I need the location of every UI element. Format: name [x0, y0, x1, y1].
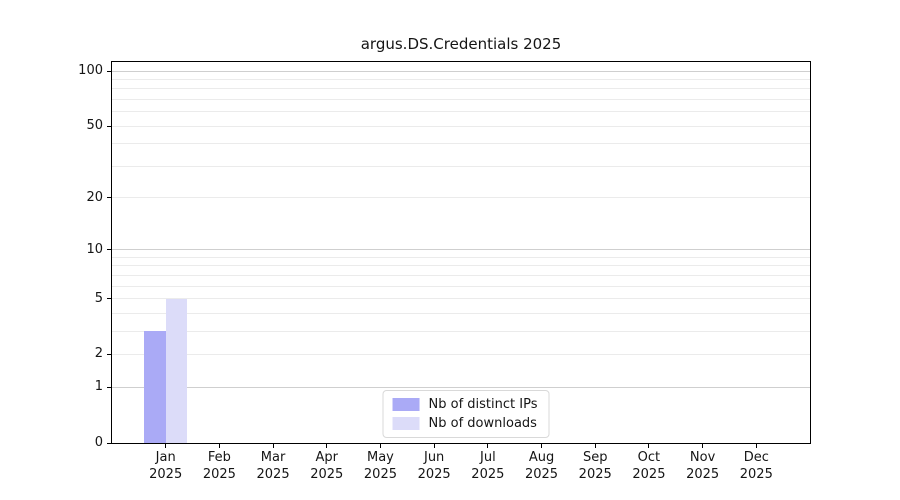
x-tick-year: 2025	[256, 466, 290, 482]
x-tick-label-jul: Jul 2025	[448, 450, 528, 483]
x-tick-month: Apr	[315, 450, 339, 465]
x-tick-month: May	[367, 450, 394, 465]
minor-gridline	[112, 256, 810, 258]
y-tick-label: 50	[86, 118, 103, 134]
x-tick-year: 2025	[632, 466, 666, 482]
minor-gridline	[112, 125, 810, 127]
x-tick-label-may: May 2025	[340, 450, 420, 483]
minor-gridline	[112, 353, 810, 355]
x-tick-mark	[326, 444, 328, 448]
x-tick-mark	[272, 444, 274, 448]
minor-gridline	[112, 165, 810, 167]
major-gridline	[112, 249, 810, 251]
minor-gridline	[112, 265, 810, 267]
x-tick-label-aug: Aug 2025	[502, 450, 582, 483]
x-tick-month: Feb	[207, 450, 231, 465]
x-tick-month: Jul	[480, 450, 496, 465]
y-tick-mark	[107, 442, 111, 444]
x-tick-year: 2025	[739, 466, 773, 482]
plot-area	[111, 61, 811, 444]
x-tick-label-feb: Feb 2025	[179, 450, 259, 483]
y-tick-mark	[107, 386, 111, 388]
minor-gridline	[112, 298, 810, 300]
y-tick-mark	[107, 197, 111, 199]
x-tick-label-sep: Sep 2025	[555, 450, 635, 483]
x-tick-year: 2025	[363, 466, 397, 482]
x-tick-year: 2025	[686, 466, 720, 482]
x-tick-month: Mar	[260, 450, 286, 465]
y-tick-label: 5	[94, 290, 103, 306]
x-tick-month: Nov	[689, 450, 716, 465]
bar-nb-of-downloads	[165, 298, 188, 443]
x-tick-mark	[218, 444, 220, 448]
y-tick-label: 100	[78, 63, 103, 79]
x-tick-month: Dec	[743, 450, 769, 465]
y-tick-mark	[107, 70, 111, 72]
legend-item-downloads: Nb of downloads	[392, 416, 538, 431]
x-tick-mark	[433, 444, 435, 448]
legend-item-distinct-ips: Nb of distinct IPs	[392, 397, 538, 412]
minor-gridline	[112, 312, 810, 314]
x-tick-label-jun: Jun 2025	[394, 450, 474, 483]
y-tick-mark	[107, 353, 111, 355]
x-tick-label-nov: Nov 2025	[663, 450, 743, 483]
minor-gridline	[112, 98, 810, 100]
x-tick-mark	[594, 444, 596, 448]
x-tick-mark	[379, 444, 381, 448]
x-tick-month: Jun	[423, 450, 445, 465]
major-gridline	[112, 386, 810, 388]
x-tick-mark	[702, 444, 704, 448]
y-tick-label: 20	[86, 189, 103, 205]
minor-gridline	[112, 143, 810, 145]
x-tick-mark	[165, 444, 167, 448]
minor-gridline	[112, 285, 810, 287]
legend-swatch-downloads	[392, 417, 420, 430]
x-tick-mark	[755, 444, 757, 448]
legend-label-distinct-ips: Nb of distinct IPs	[428, 397, 538, 412]
y-tick-label: 0	[94, 435, 103, 450]
x-tick-mark	[487, 444, 489, 448]
y-tick-label: 10	[86, 241, 103, 257]
x-tick-month: Sep	[582, 450, 608, 465]
legend: Nb of distinct IPs Nb of downloads	[382, 390, 550, 438]
major-gridline	[112, 70, 810, 72]
x-tick-label-jan: Jan 2025	[126, 450, 206, 483]
x-tick-month: Aug	[528, 450, 555, 465]
x-tick-mark	[541, 444, 543, 448]
chart-title: argus.DS.Credentials 2025	[360, 35, 562, 53]
x-tick-year: 2025	[471, 466, 505, 482]
x-tick-year: 2025	[202, 466, 236, 482]
x-tick-year: 2025	[578, 466, 612, 482]
x-tick-label-mar: Mar 2025	[233, 450, 313, 483]
y-tick-label: 2	[94, 346, 103, 362]
x-tick-year: 2025	[310, 466, 344, 482]
y-tick-mark	[107, 125, 111, 127]
y-tick-mark	[107, 298, 111, 300]
minor-gridline	[112, 274, 810, 276]
x-tick-label-oct: Oct 2025	[609, 450, 689, 483]
x-tick-year: 2025	[524, 466, 559, 482]
minor-gridline	[112, 78, 810, 80]
legend-label-downloads: Nb of downloads	[428, 416, 537, 431]
x-tick-month: Oct	[637, 450, 661, 465]
x-tick-label-dec: Dec 2025	[716, 450, 796, 483]
x-tick-mark	[648, 444, 650, 448]
x-tick-year: 2025	[417, 466, 451, 482]
bar-nb-of-distinct-ips	[144, 331, 166, 443]
legend-swatch-distinct-ips	[392, 398, 420, 411]
x-tick-month: Jan	[155, 450, 176, 465]
minor-gridline	[112, 197, 810, 199]
minor-gridline	[112, 330, 810, 332]
x-tick-label-apr: Apr 2025	[287, 450, 367, 483]
minor-gridline	[112, 111, 810, 113]
y-tick-label: 1	[94, 379, 103, 395]
minor-gridline	[112, 88, 810, 90]
x-tick-year: 2025	[149, 466, 183, 482]
y-tick-mark	[107, 249, 111, 251]
